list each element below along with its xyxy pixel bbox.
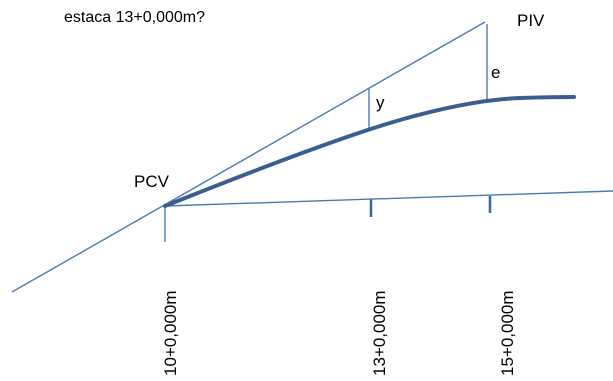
station-label-10: 10+0,000m	[161, 290, 180, 376]
y-label: y	[376, 93, 385, 112]
station-label-13: 13+0,000m	[370, 290, 389, 376]
question-text: estaca 13+0,000m?	[64, 9, 205, 26]
e-label: e	[491, 63, 500, 82]
piv-label: PIV	[517, 11, 545, 30]
pcv-label: PCV	[134, 172, 170, 191]
station-label-15: 15+0,000m	[498, 290, 517, 376]
entry-tangent-line	[11, 21, 486, 293]
vertical-curve	[163, 95, 576, 208]
reference-line	[164, 190, 613, 207]
